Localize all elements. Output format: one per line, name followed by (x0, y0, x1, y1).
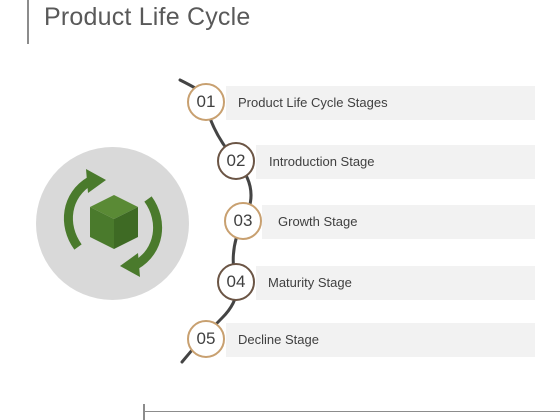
stage-label: Product Life Cycle Stages (238, 95, 388, 110)
stage-label: Introduction Stage (269, 154, 375, 169)
stage-number-badge: 04 (217, 263, 255, 301)
stage-number-badge: 03 (224, 202, 262, 240)
stage-bar (226, 86, 535, 120)
stage-number-badge: 02 (217, 142, 255, 180)
stage-label: Maturity Stage (268, 275, 352, 290)
stage-bar (262, 205, 535, 239)
footer-divider (143, 411, 560, 412)
stage-bar (256, 266, 535, 300)
product-cycle-icon (63, 169, 163, 277)
stage-number-badge: 01 (187, 83, 225, 121)
stage-number-badge: 05 (187, 320, 225, 358)
stage-label: Growth Stage (278, 214, 358, 229)
cycle-icon-disc (36, 147, 189, 300)
title-accent-bar (27, 0, 29, 44)
stage-bar (226, 323, 535, 357)
stage-bar (256, 145, 535, 179)
footer-accent-tick (143, 404, 145, 420)
stage-label: Decline Stage (238, 332, 319, 347)
page-title: Product Life Cycle (44, 3, 251, 31)
